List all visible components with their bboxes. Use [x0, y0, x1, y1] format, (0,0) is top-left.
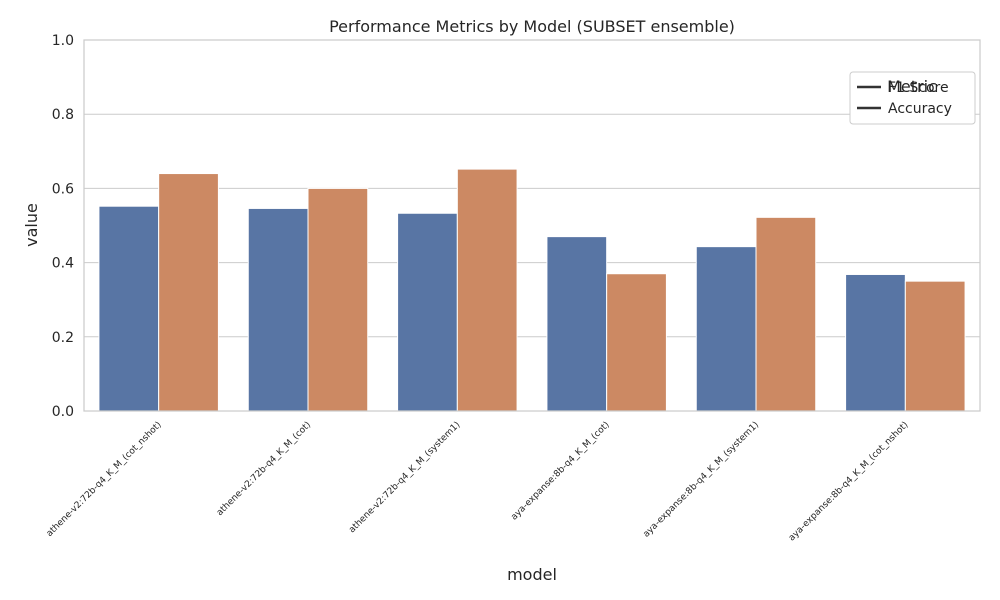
bars — [98, 168, 966, 412]
plot-frame — [83, 39, 981, 412]
legend-box — [849, 71, 976, 125]
y-tick-label: 0.0 — [52, 404, 74, 420]
bar-accuracy-4 — [755, 216, 817, 412]
bar-f1-score-0 — [98, 205, 160, 412]
bar-f1-score-2 — [397, 212, 458, 412]
bar-f1-score-4 — [695, 246, 757, 412]
y-axis-ticks: 0.0 0.2 0.4 0.6 0.8 1.0 — [52, 33, 74, 420]
y-tick-label: 0.4 — [52, 256, 74, 272]
bar-accuracy-1 — [307, 187, 369, 412]
y-tick-label: 0.8 — [52, 107, 74, 123]
y-axis-label: value — [22, 203, 41, 247]
y-tick-label: 0.6 — [52, 181, 74, 197]
bar-accuracy-5 — [904, 280, 966, 412]
legend-label-f1: F1 Score — [888, 80, 949, 96]
bar-accuracy-0 — [158, 173, 219, 412]
y-tick-label: 1.0 — [52, 33, 74, 49]
x-axis-label: model — [507, 565, 557, 584]
bar-f1-score-5 — [845, 273, 906, 412]
bar-f1-score-3 — [546, 236, 608, 412]
legend-label-accuracy: Accuracy — [888, 101, 952, 117]
bar-f1-score-1 — [247, 207, 309, 412]
bar-accuracy-2 — [456, 168, 518, 412]
legend-title: Metric — [887, 77, 937, 96]
chart-title: Performance Metrics by Model (SUBSET ens… — [329, 17, 735, 36]
legend: Metric F1 Score Accuracy — [849, 71, 976, 125]
y-tick-label: 0.2 — [52, 330, 74, 346]
bar-accuracy-3 — [606, 273, 667, 412]
